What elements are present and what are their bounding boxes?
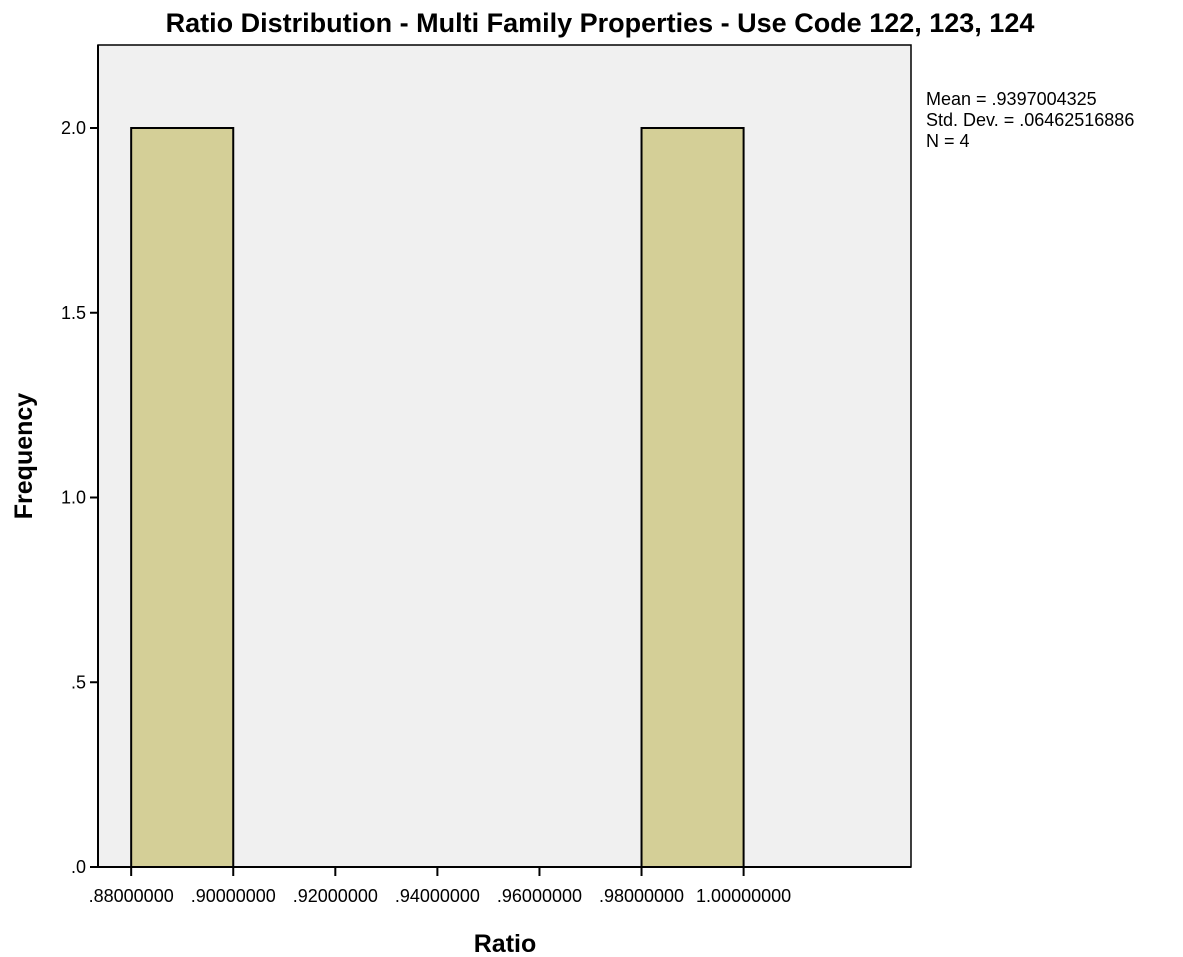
y-tick-label: .5 [71,672,86,692]
y-tick-label: 1.0 [61,488,86,508]
bars-layer [130,127,745,868]
histogram-bar [640,127,745,868]
x-tick-label: .88000000 [89,886,174,906]
histogram-bar [130,127,235,868]
stat-n: N = 4 [926,131,970,151]
y-tick-label: .0 [71,857,86,877]
x-tick-label: .98000000 [599,886,684,906]
chart-title: Ratio Distribution - Multi Family Proper… [166,8,1035,38]
x-tick-label: .94000000 [395,886,480,906]
y-axis: .0 .5 1.0 1.5 2.0 [61,45,99,877]
y-tick-label: 2.0 [61,118,86,138]
y-axis-title: Frequency [10,393,38,520]
stat-std-dev: Std. Dev. = .06462516886 [926,110,1134,130]
x-tick-label: 1.00000000 [696,886,791,906]
x-axis: .88000000 .90000000 .92000000 .94000000 .960… [89,866,911,906]
y-tick-label: 1.5 [61,303,86,323]
x-tick-label: .96000000 [497,886,582,906]
x-axis-title: Ratio [474,930,537,957]
x-tick-label: .90000000 [191,886,276,906]
stat-mean: Mean = .9397004325 [926,89,1097,109]
x-tick-label: .92000000 [293,886,378,906]
